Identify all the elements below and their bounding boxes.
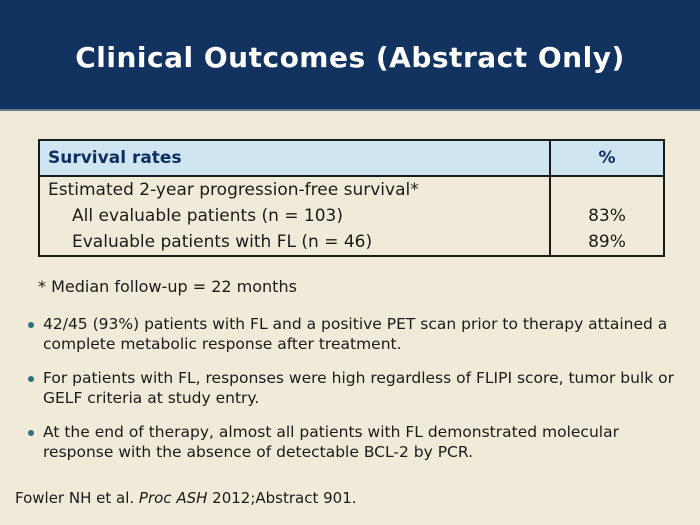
table-row-label: All evaluable patients (n = 103)	[72, 206, 344, 226]
bullet-text: 42/45 (93%) patients with FL and a posit…	[43, 315, 668, 354]
table-row-value: 89%	[549, 229, 663, 255]
footnote: * Median follow-up = 22 months	[38, 277, 297, 296]
citation: Fowler NH et al. Proc ASH 2012;Abstract …	[15, 489, 357, 507]
table-header-percent: %	[549, 141, 663, 175]
citation-journal: Proc ASH	[138, 489, 208, 507]
title-bar: Clinical Outcomes (Abstract Only)	[0, 0, 700, 111]
table-header-row: Survival rates %	[40, 141, 663, 177]
survival-rates-table: Survival rates % Estimated 2-year progre…	[38, 139, 665, 257]
table-body: Estimated 2-year progression-free surviv…	[40, 177, 663, 255]
table-row-value: 83%	[549, 203, 663, 229]
list-item: For patients with FL, responses were hig…	[28, 368, 678, 409]
bullet-icon	[28, 429, 34, 436]
list-item: At the end of therapy, almost all patien…	[28, 422, 678, 463]
bullet-icon	[28, 375, 34, 382]
bullet-text: For patients with FL, responses were hig…	[43, 368, 674, 408]
table-header-label: Survival rates	[48, 148, 182, 168]
citation-prefix: Fowler NH et al.	[15, 489, 139, 507]
table-row-value	[549, 177, 663, 203]
list-item: 42/45 (93%) patients with FL and a posit…	[28, 314, 678, 355]
bullet-icon	[28, 322, 34, 328]
table-row-label: Estimated 2-year progression-free surviv…	[48, 180, 419, 200]
table-row-label: Evaluable patients with FL (n = 46)	[72, 232, 373, 252]
table-row: All evaluable patients (n = 103) 83%	[40, 203, 663, 229]
bullet-list: 42/45 (93%) patients with FL and a posit…	[28, 314, 678, 476]
table-row: Estimated 2-year progression-free surviv…	[40, 177, 663, 203]
citation-suffix: 2012;Abstract 901.	[207, 489, 357, 507]
bullet-text: At the end of therapy, almost all patien…	[43, 422, 619, 462]
table-row: Evaluable patients with FL (n = 46) 89%	[40, 229, 663, 255]
slide-title: Clinical Outcomes (Abstract Only)	[75, 41, 625, 74]
